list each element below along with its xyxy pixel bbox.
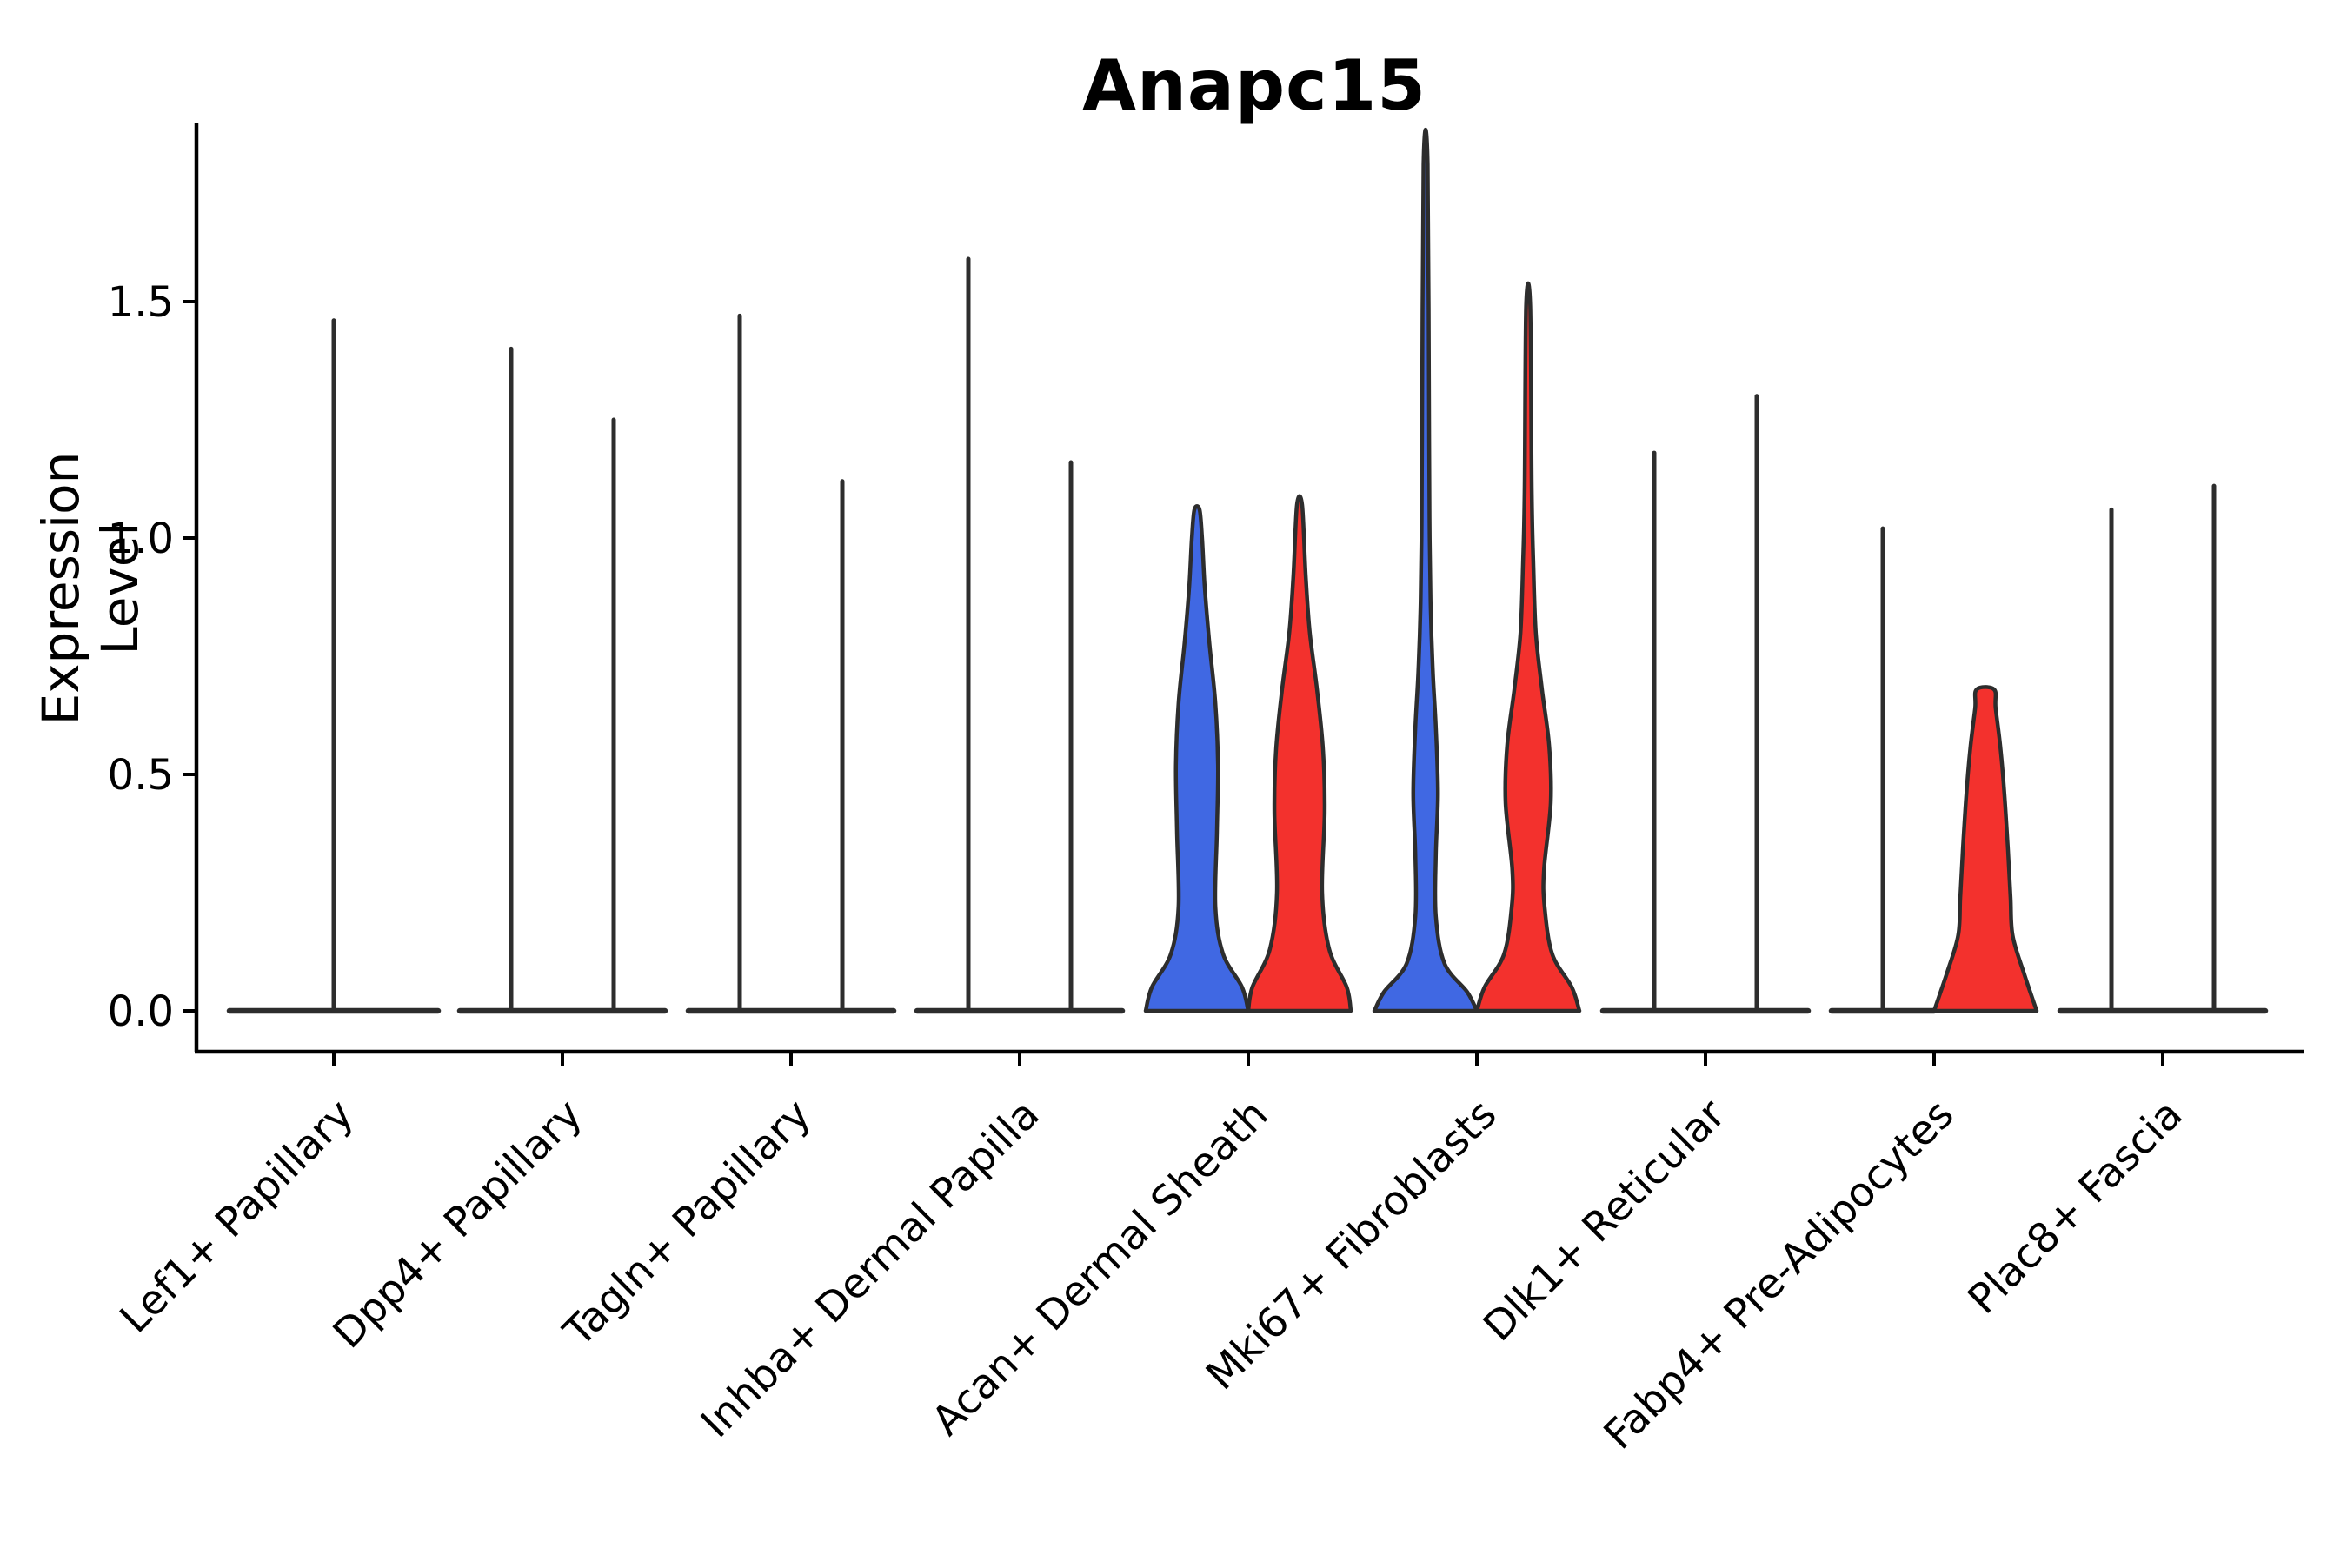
violin-filled-7-1 (1931, 685, 2039, 1013)
x-category-label-2: Tagln+ Papillary (555, 1091, 821, 1357)
violin-filled-4-0 (1143, 504, 1251, 1013)
y-axis-label: Expression Level (31, 451, 150, 726)
x-category-label-8: Plac8+ Fascia (1959, 1091, 2192, 1324)
y-tick-label-2: 1.0 (108, 515, 174, 563)
y-tick-label-3: 1.5 (108, 278, 174, 327)
violin-filled-5-0 (1372, 128, 1479, 1013)
chart-title: Anapc15 (1082, 45, 1426, 126)
x-category-label-1: Dpp4+ Papillary (324, 1091, 592, 1359)
violin-filled-4-1 (1246, 494, 1353, 1013)
x-category-label-0: Lef1+ Papillary (111, 1091, 363, 1343)
x-category-label-6: Dlk1+ Reticular (1474, 1090, 1735, 1351)
y-tick-label-0: 0.0 (108, 987, 174, 1036)
y-tick-label-1: 0.5 (108, 751, 174, 800)
violin-filled-5-1 (1474, 282, 1582, 1013)
